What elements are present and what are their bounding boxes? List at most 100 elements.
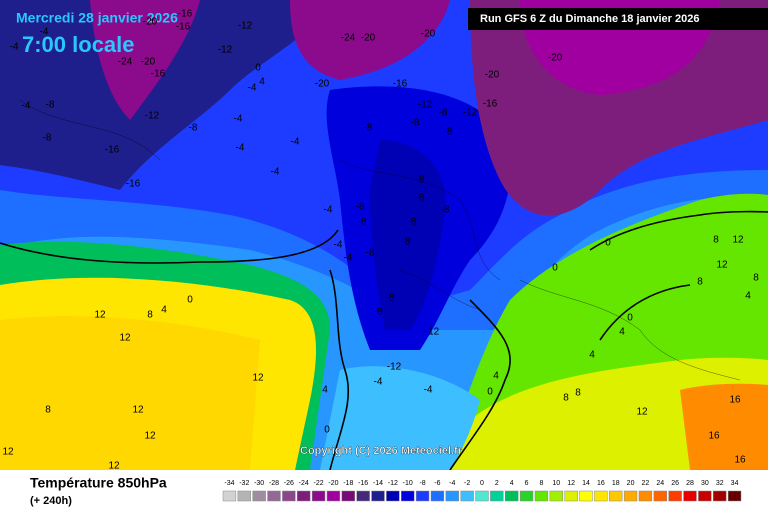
contour-label: 12: [119, 333, 131, 344]
contour-label: 0: [187, 295, 193, 306]
contour-label: -4: [10, 42, 19, 53]
contour-label: -20: [141, 57, 156, 68]
forecast-date: Mercredi 28 janvier 2026: [16, 10, 178, 26]
contour-label: 0: [627, 313, 633, 324]
contour-label: -4: [236, 143, 245, 154]
contour-label: -20: [548, 53, 563, 64]
contour-label: -8: [366, 248, 375, 259]
contour-label: 4: [161, 305, 167, 316]
contour-label: -8: [411, 118, 420, 129]
contour-label: -16: [483, 99, 498, 110]
contour-label: -24: [341, 33, 356, 44]
legend-label: -30: [254, 480, 264, 487]
forecast-time: 7:00 locale: [22, 32, 135, 57]
contour-label: 12: [94, 310, 106, 321]
contour-label: 12: [144, 431, 156, 442]
contour-label: -12: [145, 111, 160, 122]
contour-label: -4: [344, 253, 353, 264]
legend-label: 28: [686, 480, 694, 487]
legend-swatch: [609, 490, 623, 502]
legend-swatch: [460, 490, 474, 502]
contour-label: 8: [147, 310, 153, 321]
legend-label: -4: [449, 480, 455, 487]
legend-swatch: [505, 490, 519, 502]
contour-label: -16: [176, 22, 191, 33]
legend-swatch: [713, 490, 727, 502]
map-background: [0, 0, 768, 471]
legend-swatch: [683, 490, 697, 502]
contour-label: -8: [364, 123, 373, 134]
legend-swatch: [579, 490, 593, 502]
contour-label: -8: [356, 202, 365, 213]
legend-swatch: [490, 490, 504, 502]
legend-swatch: [311, 490, 326, 502]
legend-swatch: [623, 490, 638, 502]
contour-label: -8: [402, 237, 411, 248]
contour-label: -4: [424, 385, 433, 396]
contour-label: -20: [361, 33, 376, 44]
legend-label: 14: [582, 480, 590, 487]
legend-label: 2: [495, 480, 499, 487]
contour-label: -24: [118, 57, 133, 68]
contour-label: 8: [713, 235, 719, 246]
legend-label: 30: [701, 480, 709, 487]
contour-label: 8: [697, 277, 703, 288]
contour-label: -8: [374, 307, 383, 318]
legend-label: 24: [656, 480, 664, 487]
contour-label: -16: [105, 145, 120, 156]
legend-label: -20: [328, 480, 338, 487]
legend-label: 12: [567, 480, 575, 487]
legend-swatch: [727, 490, 742, 502]
contour-label: -20: [485, 70, 500, 81]
run-box: [468, 8, 768, 30]
legend-label: 10: [552, 480, 560, 487]
footer-title: Température 850hPa: [30, 475, 167, 491]
legend-label: -14: [373, 480, 383, 487]
contour-label: 16: [708, 431, 720, 442]
legend-label: 6: [525, 480, 529, 487]
contour-label: -8: [444, 127, 453, 138]
legend-swatch: [297, 490, 311, 502]
legend-swatch: [222, 490, 237, 502]
contour-label: -4: [374, 377, 383, 388]
legend-swatch: [445, 490, 459, 502]
contour-label: -12: [418, 100, 433, 111]
contour-label: -20: [421, 29, 436, 40]
contour-label: -16: [393, 79, 408, 90]
legend-swatch: [401, 490, 415, 502]
legend-swatch: [371, 490, 385, 502]
legend-swatch: [534, 490, 549, 502]
legend-swatch: [668, 490, 682, 502]
contour-label: -8: [358, 217, 367, 228]
legend-swatch: [252, 490, 266, 502]
legend-label: 18: [612, 480, 620, 487]
legend-swatch: [564, 490, 578, 502]
legend-label: 16: [597, 480, 605, 487]
legend-label: 26: [671, 480, 679, 487]
contour-label: -4: [324, 205, 333, 216]
contour-label: -12: [238, 21, 253, 32]
contour-label: 8: [45, 405, 51, 416]
contour-label: -12: [463, 108, 478, 119]
contour-label: 4: [589, 350, 595, 361]
contour-label: -20: [143, 17, 158, 28]
contour-label: -8: [386, 293, 395, 304]
legend-label: 0: [480, 480, 484, 487]
contour-label: -8: [416, 193, 425, 204]
legend-swatch: [430, 490, 445, 502]
contour-label: 4: [619, 327, 625, 338]
contour-label: -8: [441, 205, 450, 216]
contour-label: -4: [271, 167, 280, 178]
contour-label: -4: [334, 240, 343, 251]
contour-label: 8: [753, 273, 759, 284]
contour-label: -4: [291, 137, 300, 148]
legend-swatch: [237, 490, 251, 502]
legend-swatch: [698, 490, 712, 502]
contour-label: 12: [252, 373, 264, 384]
contour-label: 0: [552, 263, 558, 274]
color-legend: -34 -32 -30 -28 -26 -24 -22 -20 -18 -16 -14 -12 -10-…: [222, 480, 742, 502]
contour-label: 8: [575, 388, 581, 399]
legend-label: -22: [314, 480, 324, 487]
legend-swatch: [653, 490, 667, 502]
legend-label: -6: [434, 480, 440, 487]
